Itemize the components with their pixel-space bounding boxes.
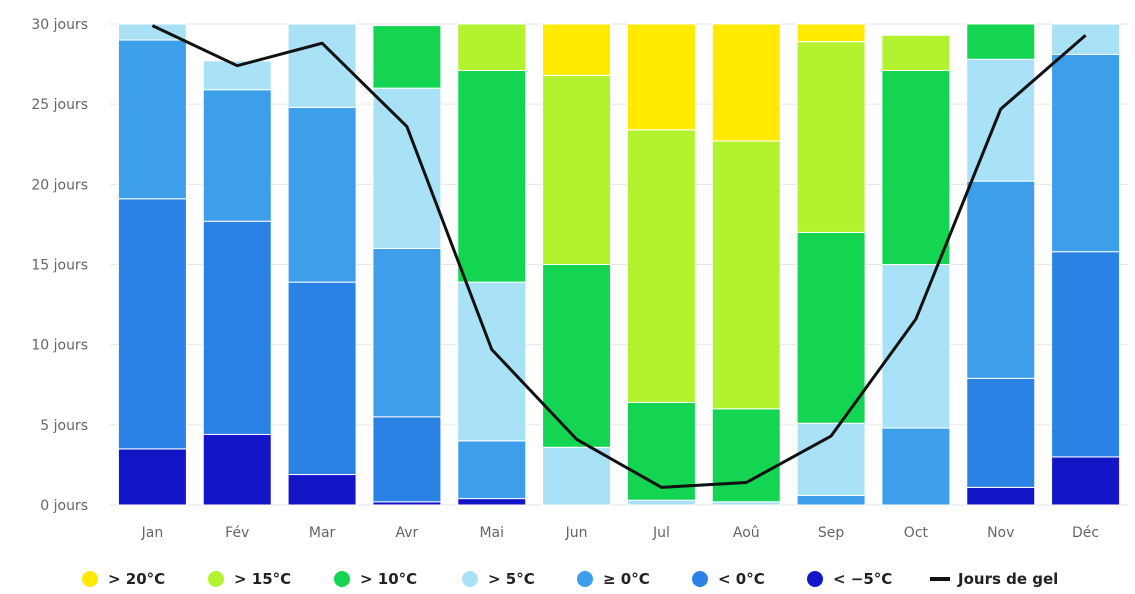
legend-swatch bbox=[82, 571, 98, 587]
bar-segment[interactable] bbox=[966, 23, 1036, 60]
bar-segment[interactable] bbox=[1051, 23, 1121, 55]
x-tick-label: Mai bbox=[479, 525, 504, 541]
frost-days-line[interactable] bbox=[151, 24, 1087, 489]
legend-label: < −5°C bbox=[833, 570, 892, 588]
bar-segment[interactable] bbox=[881, 34, 951, 71]
legend-label: > 5°C bbox=[488, 570, 535, 588]
bar-segment[interactable] bbox=[117, 23, 187, 41]
x-tick-label: Sep bbox=[818, 525, 845, 541]
legend-label: > 15°C bbox=[234, 570, 291, 588]
bar-segment[interactable] bbox=[711, 408, 781, 503]
y-axis: 0 jours 5 jours 10 jours 15 jours 20 jours 25… bbox=[31, 17, 88, 514]
y-tick-label: 10 jours bbox=[31, 338, 88, 354]
bar-segment[interactable] bbox=[626, 499, 696, 506]
bar-segment[interactable] bbox=[202, 220, 272, 435]
y-tick-label: 0 jours bbox=[40, 498, 88, 514]
bar-segment[interactable] bbox=[117, 448, 187, 506]
bar-segment[interactable] bbox=[202, 89, 272, 222]
bar-segment[interactable] bbox=[117, 198, 187, 450]
bar-segment[interactable] bbox=[202, 433, 272, 506]
bar-segment[interactable] bbox=[626, 401, 696, 501]
bars-layer bbox=[117, 23, 1121, 506]
bar-segment[interactable] bbox=[881, 427, 951, 506]
legend-swatch bbox=[807, 571, 823, 587]
bar-segment[interactable] bbox=[1051, 456, 1121, 506]
x-tick-label: Fév bbox=[225, 525, 249, 541]
bar-segment[interactable] bbox=[117, 39, 187, 200]
bar-segment[interactable] bbox=[542, 74, 612, 265]
legend-label: ≥ 0°C bbox=[603, 570, 650, 588]
bar-segment[interactable] bbox=[1051, 53, 1121, 253]
bar-segment[interactable] bbox=[966, 180, 1036, 379]
bar-segment[interactable] bbox=[542, 446, 612, 506]
legend-label: > 20°C bbox=[108, 570, 165, 588]
legend-swatch bbox=[577, 571, 593, 587]
bar-segment[interactable] bbox=[1051, 251, 1121, 458]
bar-segment[interactable] bbox=[796, 494, 866, 506]
legend-label: Jours de gel bbox=[957, 570, 1058, 588]
bar-segment[interactable] bbox=[372, 416, 442, 503]
bar-segment[interactable] bbox=[457, 498, 527, 506]
y-tick-label: 20 jours bbox=[31, 177, 88, 193]
bar-segment[interactable] bbox=[457, 281, 527, 442]
bar-segment[interactable] bbox=[966, 58, 1036, 182]
x-axis: Jan Fév Mar Avr Mai Jun Jul Aoû Sep Oct Nov Déc bbox=[141, 525, 1100, 541]
bar-segment[interactable] bbox=[372, 25, 442, 89]
x-tick-label: Oct bbox=[904, 525, 929, 541]
legend-item[interactable]: ≥ 0°C bbox=[577, 570, 650, 588]
legend-item[interactable]: > 20°C bbox=[82, 570, 165, 588]
bar-segment[interactable] bbox=[542, 264, 612, 448]
bar-segment[interactable] bbox=[287, 281, 357, 476]
bar-segment[interactable] bbox=[881, 264, 951, 429]
bar-segment[interactable] bbox=[287, 106, 357, 283]
x-tick-label: Jul bbox=[652, 525, 670, 541]
y-tick-label: 25 jours bbox=[31, 97, 88, 113]
bar-segment[interactable] bbox=[626, 129, 696, 403]
bar-segment[interactable] bbox=[626, 23, 696, 131]
bar-segment[interactable] bbox=[457, 440, 527, 500]
bar-segment[interactable] bbox=[457, 69, 527, 283]
legend-item[interactable]: > 15°C bbox=[208, 570, 291, 588]
x-tick-label: Aoû bbox=[733, 525, 760, 541]
legend-swatch bbox=[692, 571, 708, 587]
bar-segment[interactable] bbox=[711, 140, 781, 410]
y-tick-label: 30 jours bbox=[31, 17, 88, 33]
legend-swatch bbox=[462, 571, 478, 587]
bar-segment[interactable] bbox=[457, 23, 527, 71]
y-tick-label: 15 jours bbox=[31, 258, 88, 274]
bar-segment[interactable] bbox=[542, 23, 612, 76]
bar-segment[interactable] bbox=[796, 41, 866, 233]
legend-label: < 0°C bbox=[718, 570, 765, 588]
legend-item[interactable]: Jours de gel bbox=[930, 570, 1058, 588]
bar-segment[interactable] bbox=[966, 486, 1036, 506]
legend-item[interactable]: > 5°C bbox=[462, 570, 535, 588]
x-tick-label: Nov bbox=[987, 525, 1014, 541]
legend-item[interactable]: < −5°C bbox=[807, 570, 892, 588]
bar-segment[interactable] bbox=[881, 69, 951, 265]
legend-item[interactable]: < 0°C bbox=[692, 570, 765, 588]
x-tick-label: Mar bbox=[309, 525, 336, 541]
bar-segment[interactable] bbox=[287, 474, 357, 506]
grid-layer bbox=[110, 23, 1128, 506]
bar-segment[interactable] bbox=[966, 377, 1036, 488]
x-tick-label: Déc bbox=[1072, 525, 1099, 541]
legend-line-swatch bbox=[930, 577, 950, 581]
x-tick-label: Jun bbox=[565, 525, 588, 541]
bar-segment[interactable] bbox=[796, 231, 866, 424]
bar-segment[interactable] bbox=[372, 87, 442, 249]
legend-label: > 10°C bbox=[360, 570, 417, 588]
y-tick-label: 5 jours bbox=[40, 418, 88, 434]
bar-segment[interactable] bbox=[372, 247, 442, 418]
legend: > 20°C > 15°C > 10°C > 5°C ≥ 0°C < 0°C < −5°C J… bbox=[82, 570, 1058, 588]
x-tick-label: Jan bbox=[141, 525, 164, 541]
frost-line-layer bbox=[151, 24, 1087, 489]
legend-swatch bbox=[208, 571, 224, 587]
bar-segment[interactable] bbox=[711, 23, 781, 142]
x-tick-label: Avr bbox=[396, 525, 419, 541]
legend-item[interactable]: > 10°C bbox=[334, 570, 417, 588]
bar-segment[interactable] bbox=[796, 23, 866, 43]
legend-swatch bbox=[334, 571, 350, 587]
